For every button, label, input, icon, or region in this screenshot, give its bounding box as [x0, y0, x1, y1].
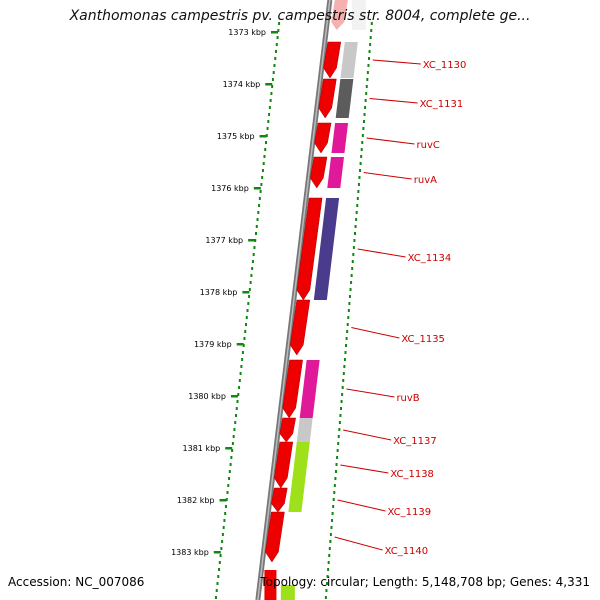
gene-label: XC_1134 — [408, 253, 452, 264]
cds-arrow — [318, 78, 337, 119]
ruler-tick-label: 1379 kbp — [194, 340, 232, 349]
ruler-tick — [259, 135, 267, 138]
ruler-tick-label: 1378 kbp — [200, 288, 238, 297]
label-leader-line — [363, 172, 412, 180]
ruler-tick — [253, 187, 261, 190]
ruler-tick — [271, 31, 278, 34]
label-leader-line — [369, 98, 418, 104]
gene-label: XC_1139 — [388, 507, 432, 518]
cog-category-box — [313, 198, 340, 300]
accession-text: Accession: NC_007086 — [8, 575, 145, 589]
gene-label: XC_1138 — [390, 469, 434, 480]
label-leader-line — [346, 388, 395, 398]
ruler-tick — [213, 551, 221, 554]
cog-category-box — [340, 42, 358, 78]
cds-arrow — [279, 417, 296, 443]
label-leader-line — [366, 137, 415, 145]
label-leader-line — [351, 327, 400, 339]
gene-label: XC_1130 — [423, 60, 467, 71]
label-leader-line — [357, 248, 406, 258]
ruler-tick-label: 1381 kbp — [183, 444, 221, 453]
cds-arrow — [282, 359, 303, 419]
label-leader-line — [337, 499, 386, 512]
cds-arrow — [314, 122, 332, 154]
gene-label: XC_1135 — [401, 334, 445, 345]
ruler-tick-label: 1376 kbp — [211, 184, 249, 193]
cds-arrow — [296, 197, 323, 301]
topology-summary: Topology: circular; Length: 5,148,708 bp… — [260, 575, 590, 589]
map-title: Xanthomonas campestris pv. campestris st… — [69, 8, 531, 24]
ruler-tick — [225, 447, 233, 450]
ruler-tick — [248, 239, 256, 242]
gene-label: ruvB — [396, 393, 419, 404]
cog-category-box — [335, 79, 354, 118]
ruler-tick — [236, 343, 244, 346]
ruler-tick — [242, 291, 250, 294]
ruler-tick-label: 1375 kbp — [217, 132, 255, 141]
ruler-tick — [219, 499, 227, 502]
cog-category-box — [327, 157, 344, 188]
ruler-tick — [265, 83, 273, 86]
cog-category-box — [331, 123, 349, 153]
cog-category-box — [288, 488, 305, 512]
gene-label: ruvC — [417, 140, 440, 151]
inner-ruler — [324, 22, 373, 599]
ruler-tick-label: 1374 kbp — [223, 80, 261, 89]
label-leader-line — [343, 429, 392, 441]
label-leader-line — [372, 59, 421, 65]
cds-arrow — [271, 487, 288, 513]
genome-backbone — [255, 0, 333, 600]
gene-label: XC_1140 — [385, 546, 429, 557]
ruler-tick — [230, 395, 238, 398]
gene-labels: XC_1130 XC_1131 ruvC ruvA XC_1134 XC_1135 ruvB… — [334, 59, 467, 557]
cds-arrow — [310, 156, 328, 189]
label-leader-line — [334, 536, 383, 551]
cds-arrow — [323, 41, 342, 79]
ruler-tick-label: 1380 kbp — [188, 392, 226, 401]
ruler-tick-label: 1373 kbp — [228, 28, 266, 37]
cds-arrow — [274, 441, 294, 489]
gene-label: XC_1131 — [420, 99, 464, 110]
cds-arrow — [265, 511, 285, 563]
gene-label: XC_1137 — [393, 436, 437, 447]
cog-category-box — [296, 418, 313, 442]
cog-category-box — [291, 442, 310, 488]
feature-track — [264, 0, 366, 600]
ruler-tick-label: 1377 kbp — [205, 236, 243, 245]
ruler-tick-label: 1382 kbp — [177, 496, 215, 505]
outer-ruler: 1373 kbp 1374 kbp 1375 kbp 1376 kbp 1377 kbp… — [171, 22, 281, 599]
gene-label: ruvA — [414, 175, 437, 186]
label-leader-line — [340, 464, 389, 474]
ruler-tick-label: 1383 kbp — [171, 548, 209, 557]
cog-category-box — [299, 360, 320, 418]
cds-arrow — [289, 299, 311, 356]
